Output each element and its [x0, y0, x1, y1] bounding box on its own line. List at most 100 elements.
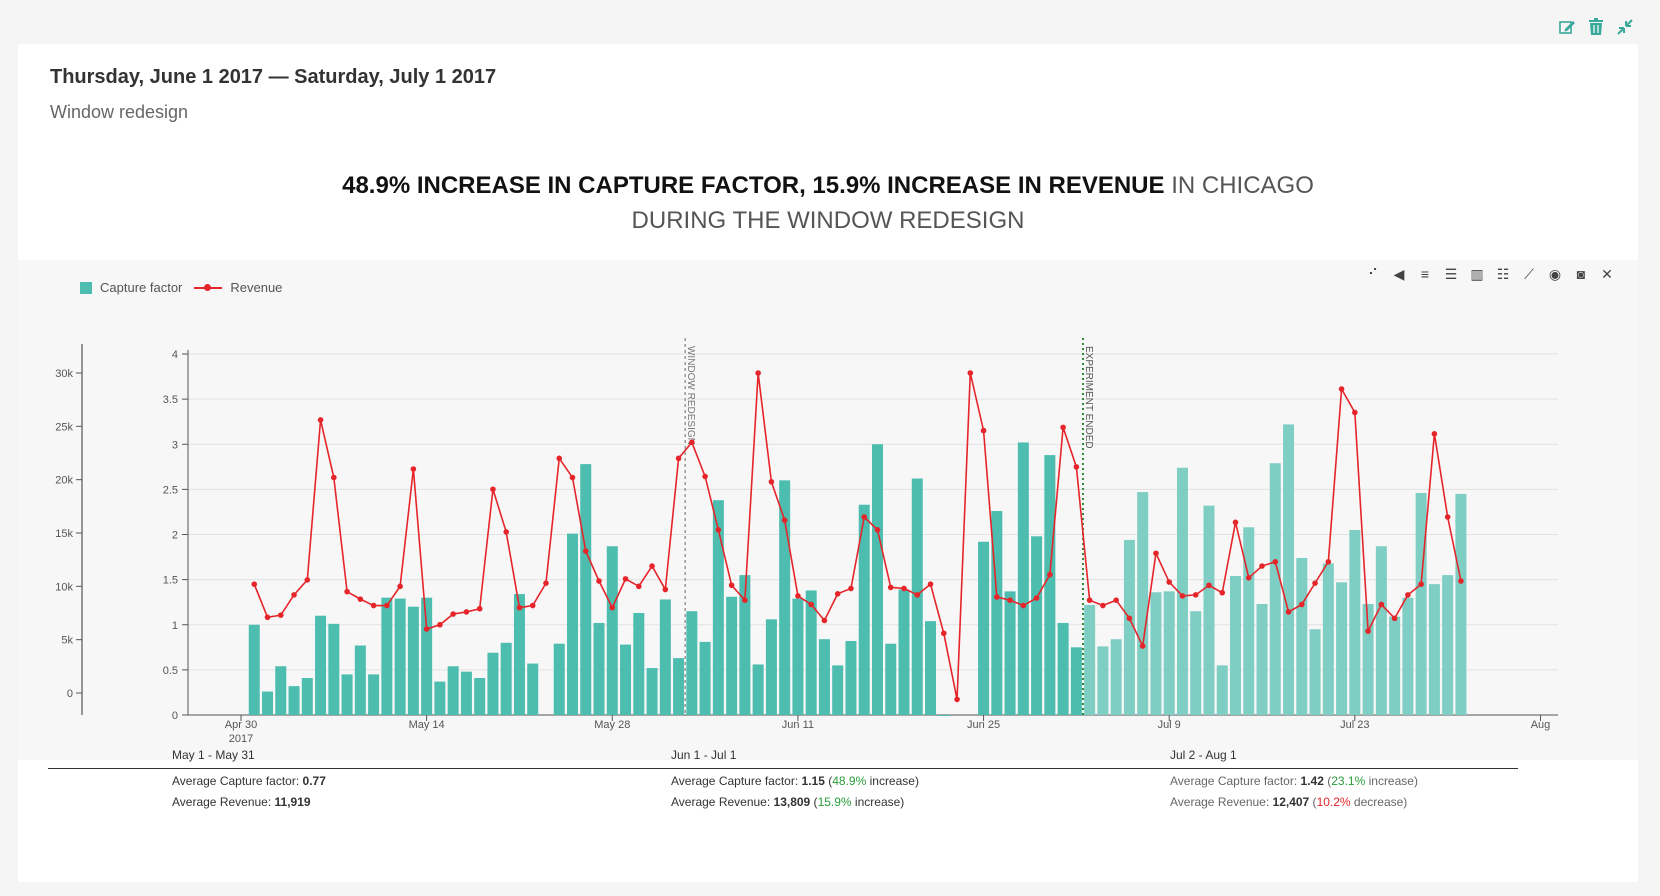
revenue-point	[1113, 597, 1119, 603]
x-tick-label: Jun 25	[967, 719, 1000, 731]
trash-icon[interactable]	[1588, 18, 1604, 36]
capture-bar	[1163, 591, 1175, 715]
line-icon[interactable]: ⟋	[1524, 266, 1534, 282]
headline-line2: DURING THE WINDOW REDESIGN	[631, 207, 1025, 234]
closest-icon[interactable]: ≡	[1420, 266, 1430, 282]
revenue-point	[940, 630, 947, 637]
y-right-tick-label: 2.5	[163, 484, 178, 496]
collapse-icon[interactable]	[1616, 18, 1634, 36]
revenue-point	[1153, 550, 1159, 557]
capture-bar	[500, 642, 512, 715]
capture-bar	[779, 480, 791, 715]
revenue-point	[887, 584, 894, 591]
legend-item-revenue[interactable]: Revenue	[194, 280, 282, 295]
revenue-point	[834, 591, 841, 597]
experiment-ended-label: EXPERIMENT ENDED	[1083, 346, 1094, 449]
summary-capture-line: Average Capture factor: 1.15 (48.9% incr…	[671, 774, 919, 788]
revenue-point	[755, 370, 761, 376]
revenue-point	[1100, 602, 1106, 609]
revenue-point	[927, 581, 934, 587]
revenue-point	[556, 455, 563, 462]
revenue-point	[1405, 592, 1411, 598]
widget-toolbar	[1558, 18, 1634, 36]
revenue-point	[1299, 601, 1305, 608]
capture-label: Average Capture factor:	[1170, 774, 1301, 788]
bar-icon[interactable]: ▥	[1470, 266, 1484, 282]
capture-paren: (	[824, 774, 833, 788]
revenue-point	[1139, 643, 1146, 649]
revenue-point	[1192, 592, 1199, 598]
revenue-point	[1378, 601, 1385, 608]
revenue-point	[622, 576, 629, 582]
revenue-point	[1219, 589, 1226, 596]
capture-bar	[341, 674, 353, 715]
capture-bar	[991, 511, 1003, 715]
camera-icon[interactable]: ◉	[1548, 266, 1562, 282]
revenue-point	[317, 417, 324, 423]
capture-bar	[620, 644, 632, 715]
capture-label: Average Capture factor:	[172, 774, 303, 788]
revenue-point	[702, 473, 708, 480]
capture-bar	[1296, 557, 1308, 715]
capture-bar	[275, 666, 287, 715]
capture-bar	[288, 686, 300, 715]
capture-bar	[871, 444, 883, 715]
revenue-point	[808, 601, 814, 608]
legend-item-capture[interactable]: Capture factor	[80, 280, 182, 295]
revenue-point	[861, 514, 868, 520]
revenue-point	[357, 596, 364, 602]
x-tick-label: Jul 9	[1158, 719, 1181, 731]
capture-value: 1.42	[1300, 774, 1324, 788]
summary-period: Jun 1 - Jul 1	[671, 748, 737, 762]
revenue-point	[1272, 559, 1279, 565]
list-icon[interactable]: ☷	[1496, 266, 1510, 282]
legend-label-capture: Capture factor	[100, 280, 183, 295]
capture-bar	[487, 652, 499, 715]
revenue-paren: (	[1309, 795, 1317, 809]
capture-bar	[699, 641, 711, 715]
revenue-point	[609, 604, 616, 611]
capture-bar	[938, 715, 950, 716]
capture-bar	[1375, 546, 1387, 715]
capture-bar	[1349, 529, 1361, 715]
revenue-point	[1259, 563, 1265, 569]
y-left-tick-label: 15k	[55, 528, 73, 540]
pan-hover-icon[interactable]: ⠊	[1367, 266, 1379, 282]
revenue-point	[649, 563, 655, 569]
capture-bar	[1150, 592, 1162, 715]
capture-bar	[1322, 563, 1334, 715]
revenue-point	[1179, 593, 1186, 599]
y-right-tick-label: 4	[172, 349, 178, 361]
capture-bar	[1243, 527, 1255, 715]
revenue-point	[1365, 628, 1371, 634]
y-left-tick-label: 20k	[55, 475, 73, 487]
capture-bar	[1203, 505, 1215, 715]
revenue-point	[463, 609, 470, 615]
revenue-point	[569, 474, 576, 481]
capture-bar	[633, 613, 645, 715]
capture-bar	[1031, 536, 1043, 715]
capture-bar	[1269, 463, 1281, 715]
capture-bar	[792, 598, 804, 715]
capture-paren: (	[1323, 774, 1332, 788]
capture-bar	[407, 606, 419, 715]
capture-bar	[1256, 603, 1268, 715]
revenue-value: 13,809	[773, 795, 811, 809]
y-left-tick-label: 10k	[55, 581, 73, 593]
x-tick-year: 2017	[229, 733, 253, 745]
capture-bar	[1070, 647, 1082, 715]
summary-period: Jul 2 - Aug 1	[1170, 748, 1237, 762]
camera-alt-icon[interactable]: ◙	[1576, 266, 1586, 282]
revenue-point	[901, 585, 907, 592]
edit-icon[interactable]	[1558, 18, 1576, 36]
revenue-point	[1060, 424, 1066, 431]
y-left-tick-label: 0	[67, 688, 73, 700]
revenue-point	[450, 611, 456, 617]
capture-bar	[1137, 492, 1149, 715]
capture-bar	[1283, 424, 1295, 715]
excel-icon[interactable]: ✕	[1601, 266, 1613, 282]
x-tick-label: May 14	[409, 719, 445, 731]
comment-icon[interactable]: ☰	[1444, 266, 1458, 282]
compare-icon[interactable]: ◀	[1393, 266, 1405, 282]
bar-swatch	[80, 281, 92, 294]
